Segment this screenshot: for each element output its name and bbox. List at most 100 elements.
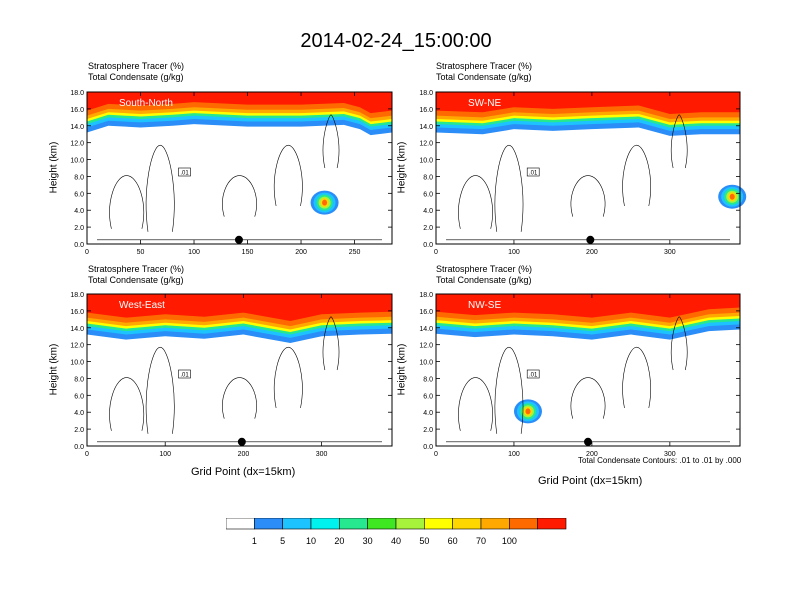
y-tick-label: 0.0: [74, 242, 84, 249]
x-tick-label: 300: [664, 451, 676, 458]
panel-label: South-North: [119, 98, 173, 109]
y-tick-label: 16.0: [70, 107, 84, 114]
panel-subtitle: Stratosphere Tracer (%) Total Condensate…: [436, 61, 532, 83]
condensate-contour-4: [670, 114, 688, 169]
panel-subtitle: Stratosphere Tracer (%) Total Condensate…: [436, 264, 532, 286]
y-tick-label: 6.0: [74, 393, 84, 400]
condensate-contour-0: [109, 175, 144, 229]
subtitle-line1: Stratosphere Tracer (%): [88, 61, 185, 71]
condensate-contour-3: [622, 346, 651, 409]
subtitle-line2: Total Condensate (g/kg): [436, 275, 532, 285]
colorbar-tick-label: 50: [419, 536, 429, 546]
x-tick-label: 0: [85, 451, 89, 458]
colorbar-swatch: [282, 518, 312, 530]
condensate-contour-1: [494, 144, 524, 232]
colorbar-swatch: [254, 518, 283, 530]
y-tick-label: 2.0: [423, 427, 433, 434]
x-tick-label: 200: [295, 249, 307, 256]
x-tick-label: 200: [586, 249, 598, 256]
figure-title: 2014-02-24_15:00:00: [300, 30, 492, 52]
colorbar-swatch: [509, 518, 538, 530]
location-marker: [584, 437, 592, 446]
panel-sw-ne: .01 SW-NE 0.0 2.0 4.0 6.0 8.0 10.0 12.0 14.0 16.0 1…: [419, 90, 747, 256]
condensate-contour-2: [222, 377, 257, 419]
y-tick-label: 4.0: [423, 208, 433, 215]
panel-subtitle: Stratosphere Tracer (%) Total Condensate…: [88, 61, 184, 83]
tracer-band-6: [436, 294, 740, 318]
colorbar-swatch: [395, 518, 425, 530]
location-marker: [234, 235, 243, 244]
y-tick-label: 2.0: [74, 225, 84, 232]
panel-nw-se: .01 NW-SE 0.0 2.0 4.0 6.0 8.0 10.0 12.0 14.0 16.0 1…: [419, 292, 741, 458]
condensate-contour-2: [570, 175, 606, 217]
x-axis-label: Grid Point (dx=15km): [538, 475, 643, 487]
location-marker: [586, 235, 595, 244]
condensate-contour-4: [322, 316, 340, 371]
y-tick-label: 12.0: [70, 141, 84, 148]
y-tick-label: 10.0: [70, 158, 84, 165]
y-tick-label: 12.0: [419, 343, 433, 350]
colorbar-tick-label: 70: [476, 536, 486, 546]
y-tick-label: 4.0: [74, 208, 84, 215]
x-axis-label: Grid Point (dx=15km): [191, 466, 296, 478]
plot-frame: [435, 91, 741, 245]
colorbar-swatch: [452, 518, 482, 530]
panel-south-north: .01 South-North 0.0 2.0 4.0 6.0 8.0 10.0 12.0 14.…: [70, 90, 393, 256]
contour-label-box: [526, 167, 540, 177]
y-tick-label: 0.0: [423, 444, 433, 451]
colorbar-tick-label: 60: [448, 536, 458, 546]
tracer-band-6: [87, 92, 392, 114]
y-tick-label: 10.0: [419, 158, 433, 165]
colorbar-tick-label: 100: [502, 536, 517, 546]
y-tick-label: 6.0: [423, 393, 433, 400]
plot-frame: [86, 91, 393, 245]
location-marker: [237, 437, 246, 446]
y-tick-label: 6.0: [423, 191, 433, 198]
condensate-contour-2: [222, 175, 257, 217]
colorbar: 1 5 10 20 30 40 50 60 70 100: [226, 518, 567, 546]
contour-label: .01: [180, 171, 189, 177]
condensate-contour-1: [145, 346, 175, 434]
x-tick-label: 150: [242, 249, 254, 256]
subtitle-line1: Stratosphere Tracer (%): [436, 61, 533, 71]
y-tick-label: 14.0: [70, 326, 84, 333]
subtitle-line2: Total Condensate (g/kg): [436, 72, 532, 82]
y-tick-label: 18.0: [419, 90, 433, 97]
x-tick-label: 300: [664, 249, 676, 256]
condensate-contour-0: [458, 377, 493, 431]
y-tick-label: 8.0: [74, 174, 84, 181]
condensate-contour-0: [458, 175, 493, 229]
x-tick-label: 200: [238, 451, 250, 458]
colorbar-tick-label: 5: [280, 536, 285, 546]
x-tick-label: 0: [434, 249, 438, 256]
y-tick-label: 12.0: [70, 343, 84, 350]
y-tick-label: 18.0: [70, 292, 84, 299]
condensate-contour-3: [622, 144, 651, 207]
y-tick-label: 0.0: [423, 242, 433, 249]
condensate-contour-4: [322, 114, 340, 169]
y-tick-label: 2.0: [423, 225, 433, 232]
y-tick-label: 18.0: [419, 292, 433, 299]
colorbar-swatch: [537, 518, 567, 530]
colorbar-tick-label: 1: [252, 536, 257, 546]
y-tick-label: 4.0: [423, 410, 433, 417]
contour-label: .01: [180, 373, 189, 379]
x-tick-label: 100: [508, 249, 520, 256]
y-tick-label: 8.0: [423, 174, 433, 181]
subtitle-line1: Stratosphere Tracer (%): [88, 264, 185, 274]
x-tick-label: 100: [508, 451, 520, 458]
subtitle-line2: Total Condensate (g/kg): [88, 72, 184, 82]
y-tick-label: 18.0: [70, 90, 84, 97]
condensate-contour-0: [109, 377, 144, 431]
condensate-contour-1: [145, 144, 175, 232]
tracer-blob-0-ring-5: [322, 199, 328, 206]
y-tick-label: 16.0: [70, 309, 84, 316]
panel-label: NW-SE: [468, 300, 501, 311]
plot-frame: [86, 293, 393, 447]
colorbar-tick-label: 10: [306, 536, 316, 546]
condensate-contour-3: [273, 346, 303, 409]
colorbar-swatch: [424, 518, 453, 530]
x-tick-label: 100: [188, 249, 200, 256]
y-tick-label: 4.0: [74, 410, 84, 417]
